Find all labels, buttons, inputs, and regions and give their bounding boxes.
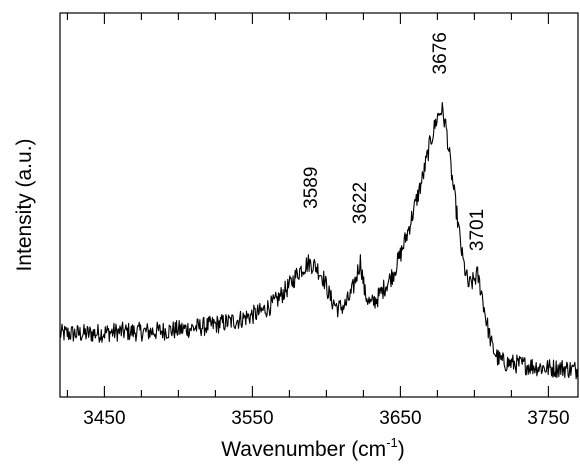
x-axis-label-sup: -1: [386, 435, 398, 450]
x-axis-label-text: Wavenumber (cm: [221, 438, 386, 461]
peak-label-3622: 3622: [350, 182, 371, 224]
peak-labels: 3589 3622 3676 3701: [301, 32, 488, 251]
x-axis-label: Wavenumber (cm-1): [221, 435, 405, 461]
x-axis-tick-labels: 3450 3550 3650 3750: [83, 408, 569, 429]
peak-label-3589: 3589: [301, 167, 322, 209]
x-tick-label: 3650: [379, 408, 421, 429]
peak-label-3676: 3676: [430, 32, 451, 74]
x-tick-label: 3550: [231, 408, 273, 429]
x-tick-label: 3750: [527, 408, 569, 429]
x-tick-label: 3450: [83, 408, 125, 429]
x-axis-ticks: [66, 13, 549, 397]
spectrum-line: [59, 101, 579, 380]
y-axis-label: Intensity (a.u.): [13, 138, 36, 271]
plot-frame: [59, 12, 579, 398]
x-axis-label-end: ): [398, 438, 405, 461]
peak-label-3701: 3701: [467, 209, 488, 251]
